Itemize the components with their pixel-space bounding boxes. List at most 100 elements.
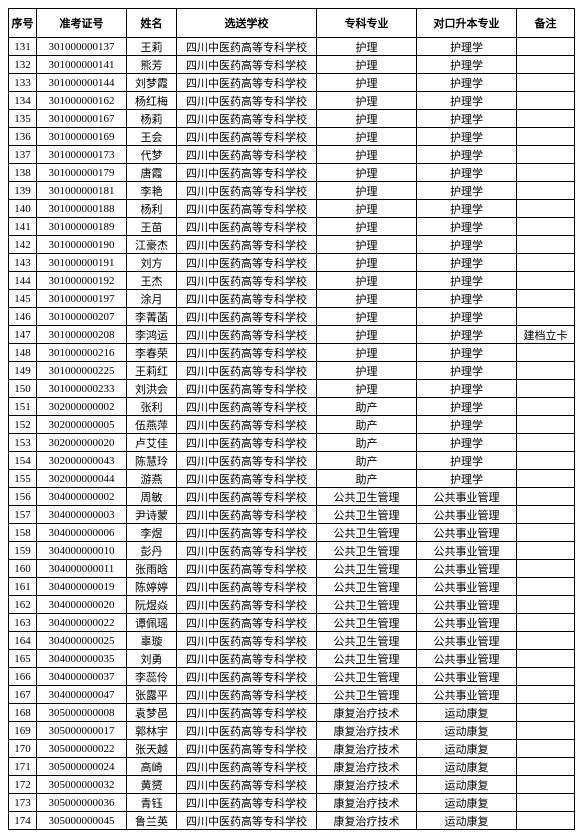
- cell-note: [517, 272, 575, 290]
- cell-seq: 158: [9, 524, 37, 542]
- cell-up: 护理学: [417, 164, 517, 182]
- table-row: 167304000000047张露平四川中医药高等专科学校公共卫生管理公共事业管…: [9, 686, 575, 704]
- table-row: 174305000000045鲁兰英四川中医药高等专科学校康复治疗技术运动康复: [9, 812, 575, 830]
- cell-examno: 301000000207: [37, 308, 127, 326]
- cell-note: [517, 92, 575, 110]
- cell-examno: 304000000020: [37, 596, 127, 614]
- cell-school: 四川中医药高等专科学校: [177, 110, 317, 128]
- cell-school: 四川中医药高等专科学校: [177, 146, 317, 164]
- cell-name: 唐霞: [127, 164, 177, 182]
- cell-seq: 133: [9, 74, 37, 92]
- cell-school: 四川中医药高等专科学校: [177, 200, 317, 218]
- cell-up: 护理学: [417, 110, 517, 128]
- cell-examno: 301000000137: [37, 38, 127, 56]
- cell-up: 公共事业管理: [417, 578, 517, 596]
- cell-seq: 164: [9, 632, 37, 650]
- cell-up: 护理学: [417, 362, 517, 380]
- cell-up: 护理学: [417, 182, 517, 200]
- cell-note: [517, 470, 575, 488]
- cell-note: [517, 614, 575, 632]
- cell-school: 四川中医药高等专科学校: [177, 290, 317, 308]
- table-row: 152302000000005伍燕萍四川中医药高等专科学校助产护理学: [9, 416, 575, 434]
- cell-note: [517, 308, 575, 326]
- cell-seq: 154: [9, 452, 37, 470]
- cell-name: 伍燕萍: [127, 416, 177, 434]
- cell-spec: 康复治疗技术: [317, 812, 417, 830]
- cell-up: 护理学: [417, 92, 517, 110]
- cell-note: [517, 362, 575, 380]
- table-row: 144301000000192王杰四川中医药高等专科学校护理护理学: [9, 272, 575, 290]
- roster-table: 序号 准考证号 姓名 选送学校 专科专业 对口升本专业 备注 131301000…: [8, 8, 575, 830]
- cell-up: 护理学: [417, 290, 517, 308]
- cell-examno: 301000000208: [37, 326, 127, 344]
- cell-up: 运动康复: [417, 740, 517, 758]
- cell-seq: 170: [9, 740, 37, 758]
- cell-up: 护理学: [417, 200, 517, 218]
- cell-up: 护理学: [417, 416, 517, 434]
- cell-examno: 301000000181: [37, 182, 127, 200]
- cell-name: 袁梦邑: [127, 704, 177, 722]
- cell-name: 张天越: [127, 740, 177, 758]
- cell-up: 公共事业管理: [417, 650, 517, 668]
- cell-seq: 147: [9, 326, 37, 344]
- cell-spec: 护理: [317, 92, 417, 110]
- cell-note: [517, 380, 575, 398]
- cell-examno: 305000000008: [37, 704, 127, 722]
- cell-seq: 136: [9, 128, 37, 146]
- table-row: 146301000000207李菁菡四川中医药高等专科学校护理护理学: [9, 308, 575, 326]
- cell-note: [517, 488, 575, 506]
- cell-spec: 护理: [317, 362, 417, 380]
- table-row: 164304000000025辜璇四川中医药高等专科学校公共卫生管理公共事业管理: [9, 632, 575, 650]
- cell-spec: 护理: [317, 236, 417, 254]
- cell-examno: 301000000190: [37, 236, 127, 254]
- cell-examno: 301000000162: [37, 92, 127, 110]
- cell-school: 四川中医药高等专科学校: [177, 632, 317, 650]
- cell-spec: 护理: [317, 272, 417, 290]
- cell-seq: 135: [9, 110, 37, 128]
- cell-up: 公共事业管理: [417, 686, 517, 704]
- cell-school: 四川中医药高等专科学校: [177, 686, 317, 704]
- cell-name: 李煜: [127, 524, 177, 542]
- cell-examno: 302000000005: [37, 416, 127, 434]
- cell-school: 四川中医药高等专科学校: [177, 380, 317, 398]
- cell-seq: 167: [9, 686, 37, 704]
- cell-school: 四川中医药高等专科学校: [177, 416, 317, 434]
- table-row: 160304000000011张雨晗四川中医药高等专科学校公共卫生管理公共事业管…: [9, 560, 575, 578]
- cell-examno: 305000000036: [37, 794, 127, 812]
- cell-school: 四川中医药高等专科学校: [177, 218, 317, 236]
- cell-note: [517, 254, 575, 272]
- cell-school: 四川中医药高等专科学校: [177, 308, 317, 326]
- col-examno: 准考证号: [37, 9, 127, 38]
- cell-up: 护理学: [417, 146, 517, 164]
- cell-spec: 公共卫生管理: [317, 488, 417, 506]
- cell-seq: 166: [9, 668, 37, 686]
- cell-up: 公共事业管理: [417, 668, 517, 686]
- cell-spec: 护理: [317, 290, 417, 308]
- cell-school: 四川中医药高等专科学校: [177, 74, 317, 92]
- cell-spec: 护理: [317, 380, 417, 398]
- cell-note: [517, 650, 575, 668]
- cell-school: 四川中医药高等专科学校: [177, 272, 317, 290]
- cell-examno: 301000000179: [37, 164, 127, 182]
- cell-name: 刘勇: [127, 650, 177, 668]
- cell-name: 李菁菡: [127, 308, 177, 326]
- cell-school: 四川中医药高等专科学校: [177, 56, 317, 74]
- cell-spec: 护理: [317, 38, 417, 56]
- cell-up: 护理学: [417, 254, 517, 272]
- cell-spec: 公共卫生管理: [317, 560, 417, 578]
- table-row: 143301000000191刘方四川中医药高等专科学校护理护理学: [9, 254, 575, 272]
- cell-seq: 160: [9, 560, 37, 578]
- cell-spec: 护理: [317, 56, 417, 74]
- cell-note: [517, 668, 575, 686]
- table-row: 140301000000188杨利四川中医药高等专科学校护理护理学: [9, 200, 575, 218]
- cell-up: 公共事业管理: [417, 560, 517, 578]
- cell-up: 护理学: [417, 452, 517, 470]
- cell-spec: 护理: [317, 308, 417, 326]
- cell-note: [517, 776, 575, 794]
- table-row: 158304000000006李煜四川中医药高等专科学校公共卫生管理公共事业管理: [9, 524, 575, 542]
- table-body: 131301000000137王莉四川中医药高等专科学校护理护理学1323010…: [9, 38, 575, 830]
- cell-seq: 162: [9, 596, 37, 614]
- cell-up: 护理学: [417, 272, 517, 290]
- cell-examno: 301000000173: [37, 146, 127, 164]
- cell-examno: 302000000043: [37, 452, 127, 470]
